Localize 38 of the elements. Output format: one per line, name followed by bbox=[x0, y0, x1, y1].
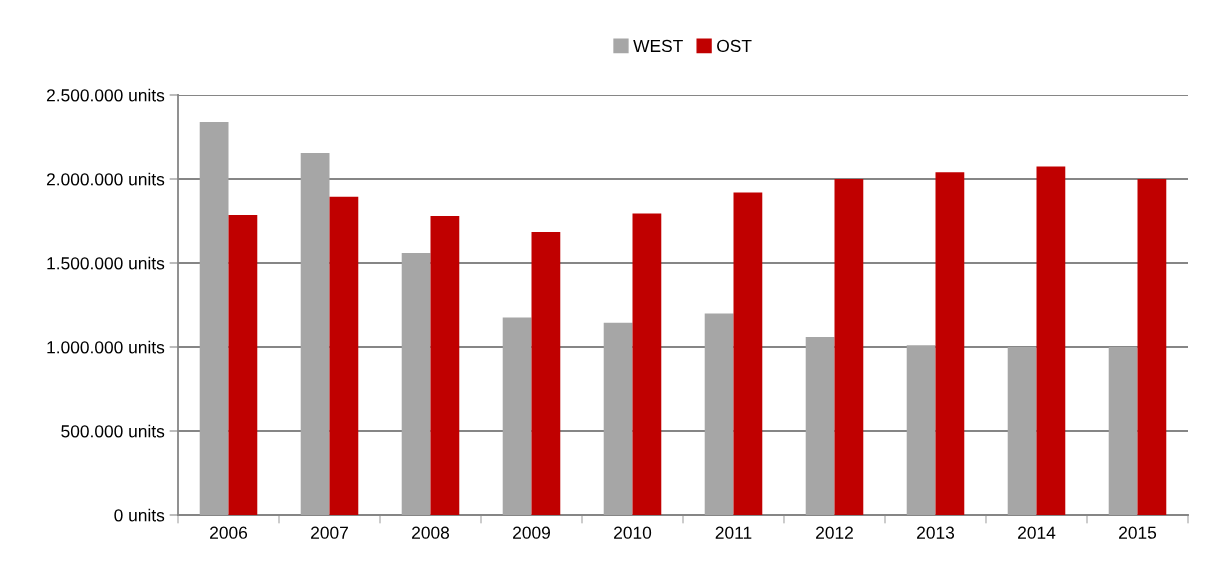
bar bbox=[1036, 166, 1066, 515]
y-tick-label: 1.000.000 units bbox=[47, 340, 165, 354]
bar bbox=[1007, 347, 1037, 515]
bar bbox=[834, 179, 864, 515]
y-tick-label: 2.000.000 units bbox=[46, 172, 165, 186]
bar bbox=[228, 215, 258, 515]
x-tick-label: 2009 bbox=[513, 526, 550, 539]
bar bbox=[1137, 179, 1167, 515]
x-tick-label: 2008 bbox=[412, 526, 450, 539]
bar bbox=[603, 322, 633, 515]
x-tick-label: 2012 bbox=[816, 526, 853, 539]
x-tick-label: 2013 bbox=[917, 526, 955, 539]
bar bbox=[531, 231, 561, 515]
bar bbox=[906, 345, 936, 515]
bar bbox=[401, 252, 431, 515]
y-tick-label: 2.500.000 units bbox=[46, 88, 165, 102]
bar bbox=[733, 192, 763, 515]
x-tick-label: 2006 bbox=[210, 526, 248, 539]
x-tick-label: 2010 bbox=[614, 526, 652, 539]
bar bbox=[329, 196, 359, 515]
x-tick-label: 2011 bbox=[715, 526, 752, 539]
bar bbox=[704, 313, 734, 515]
bar bbox=[632, 213, 662, 515]
x-tick-label: 2015 bbox=[1119, 526, 1157, 539]
bar bbox=[300, 152, 330, 515]
bar bbox=[199, 121, 229, 515]
y-tick-label: 0 units bbox=[114, 508, 165, 522]
legend-label: WEST bbox=[633, 39, 683, 53]
bar bbox=[805, 336, 835, 515]
bar bbox=[935, 172, 965, 515]
bar bbox=[1108, 347, 1138, 515]
x-tick-label: 2007 bbox=[311, 526, 348, 539]
y-tick-label: 1.500.000 units bbox=[47, 256, 165, 270]
bar bbox=[430, 215, 460, 515]
legend-label: OST bbox=[717, 39, 752, 53]
y-tick-label: 500.000 units bbox=[61, 424, 165, 438]
bar bbox=[502, 317, 532, 515]
x-tick-label: 2014 bbox=[1018, 526, 1056, 539]
